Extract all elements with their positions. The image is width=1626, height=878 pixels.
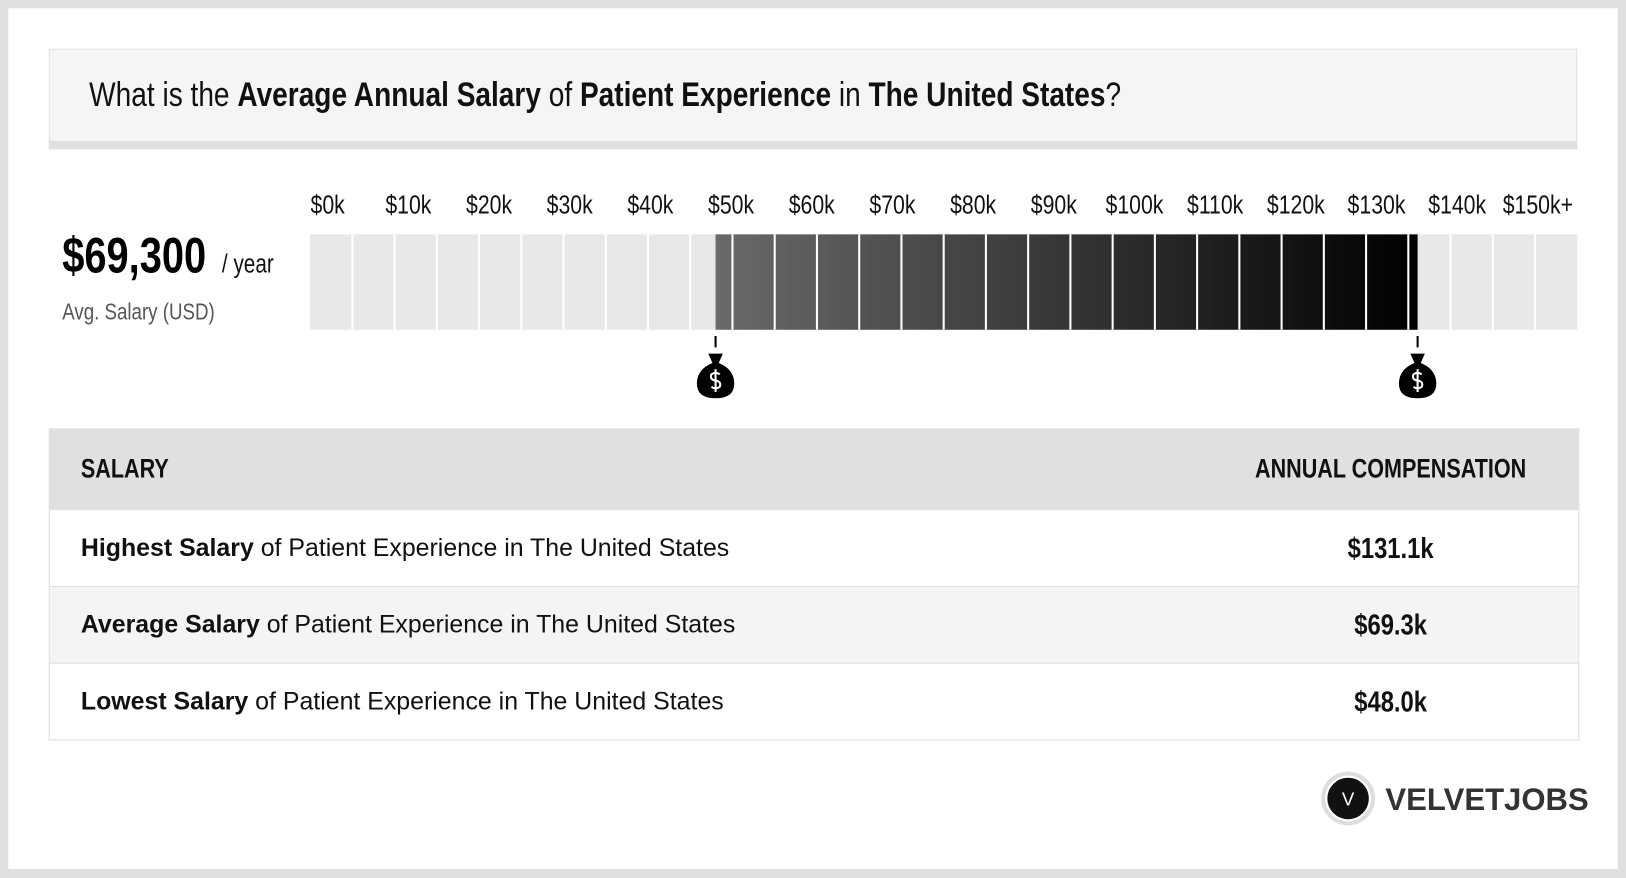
row-label-bold: Lowest Salary xyxy=(80,687,249,716)
tick-label: $110k xyxy=(1187,192,1243,220)
header-cell: SALARY xyxy=(80,452,169,484)
title-part: What is the xyxy=(89,74,238,114)
tick-label: $60k xyxy=(789,192,835,220)
row-label: Highest Salary of Patient Experience in … xyxy=(81,534,729,563)
salary-table: SALARY ANNUAL COMPENSATION Highest Salar… xyxy=(48,428,1580,741)
title-box: What is the Average Annual Salary of Pat… xyxy=(48,48,1578,150)
logo-name: VELVETJOBS xyxy=(1385,782,1588,817)
logo-letter: V xyxy=(1342,789,1355,810)
logo-circle xyxy=(1325,775,1371,822)
table-row: Average Salary of Patient Experience in … xyxy=(49,585,1579,663)
tick-label: $10k xyxy=(385,192,431,220)
title: What is the Average Annual Salary of Pat… xyxy=(89,75,1121,114)
row-label-rest: of Patient Experience in The United Stat… xyxy=(259,610,736,639)
tick-label: $0k xyxy=(311,192,345,220)
table-row: Lowest Salary of Patient Experience in T… xyxy=(49,662,1579,740)
title-part: The United States xyxy=(868,74,1106,114)
salary-marker xyxy=(1398,335,1437,399)
card: What is the Average Annual Salary of Pat… xyxy=(8,8,1618,870)
row-label: Lowest Salary of Patient Experience in T… xyxy=(81,687,724,716)
table-header: SALARY ANNUAL COMPENSATION xyxy=(49,428,1579,510)
salary-marker xyxy=(696,335,735,399)
row-label-bold: Average Salary xyxy=(80,610,260,639)
title-part: Average Annual Salary xyxy=(237,74,541,114)
row-value: $131.1k xyxy=(1347,531,1434,564)
row-label-rest: of Patient Experience in The United Stat… xyxy=(253,533,730,562)
tick-label: $100k xyxy=(1106,192,1164,220)
tick-label: $90k xyxy=(1031,192,1077,220)
dollar-sign xyxy=(1411,369,1424,392)
tick-label: $20k xyxy=(466,192,512,220)
dollar-sign xyxy=(709,369,722,392)
row-label-rest: of Patient Experience in The United Stat… xyxy=(248,687,724,716)
salary-range xyxy=(715,234,1418,330)
table-row: Highest Salary of Patient Experience in … xyxy=(49,509,1579,586)
title-part: Patient Experience xyxy=(579,74,832,114)
tick-label: $80k xyxy=(950,192,996,220)
logo: V VELVETJOBS xyxy=(1321,771,1589,826)
tick-label: $40k xyxy=(627,192,673,220)
title-part: of xyxy=(540,74,580,114)
row-label: Average Salary of Patient Experience in … xyxy=(81,610,735,639)
row-value: $48.0k xyxy=(1354,684,1428,718)
average-amount: $69,300 xyxy=(62,229,207,285)
tick-label: $150k+ xyxy=(1503,192,1573,220)
row-label-bold: Highest Salary xyxy=(80,533,254,562)
amount-caption: Avg. Salary (USD) xyxy=(62,298,215,325)
title-part: in xyxy=(831,74,869,114)
title-part: ? xyxy=(1105,74,1122,114)
amount-unit: / year xyxy=(221,249,274,279)
tick-label: $130k xyxy=(1348,192,1406,220)
tick-label: $30k xyxy=(547,192,593,220)
header-cell: ANNUAL COMPENSATION xyxy=(1255,452,1527,484)
salary-scale: $0k $10k $20k $30k $40k $50k $60k $70k $80k $90k $… xyxy=(310,192,1578,399)
tick-label: $120k xyxy=(1267,192,1325,220)
row-value: $69.3k xyxy=(1354,608,1428,641)
tick-label: $70k xyxy=(869,192,915,220)
tick-label: $140k xyxy=(1428,192,1486,220)
tick-label: $50k xyxy=(708,192,754,220)
